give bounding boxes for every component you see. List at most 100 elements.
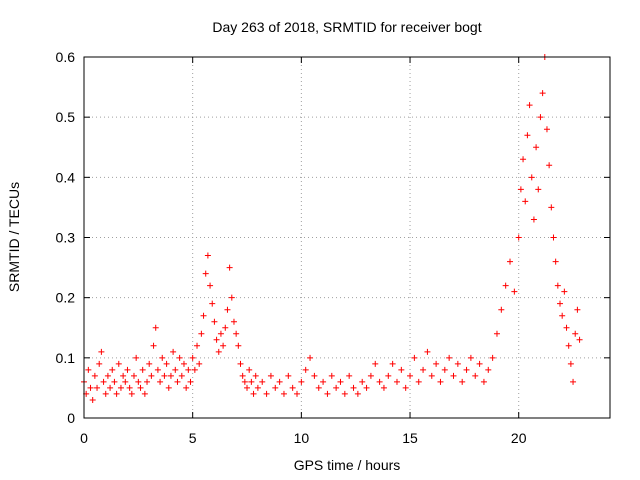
data-point (437, 378, 444, 385)
data-point (402, 384, 409, 391)
data-point (161, 372, 168, 379)
data-point (96, 360, 103, 367)
data-point (415, 378, 422, 385)
data-point (389, 360, 396, 367)
data-point (246, 366, 253, 373)
data-point (196, 360, 203, 367)
data-point (267, 372, 274, 379)
data-point (337, 378, 344, 385)
data-point (185, 366, 192, 373)
data-point (172, 366, 179, 373)
data-point (170, 348, 177, 355)
data-point (320, 378, 327, 385)
data-point (489, 354, 496, 361)
data-point (141, 390, 148, 397)
data-point (543, 126, 550, 133)
data-point (204, 252, 211, 259)
y-tick-label: 0.1 (56, 350, 76, 366)
data-point (85, 366, 92, 373)
data-point (576, 336, 583, 343)
data-point (548, 204, 555, 211)
y-tick-label: 0.2 (56, 290, 76, 306)
data-point (533, 144, 540, 151)
data-point (144, 378, 151, 385)
data-point (209, 300, 216, 307)
data-point (187, 378, 194, 385)
data-point (539, 90, 546, 97)
data-point (459, 378, 466, 385)
data-point (250, 390, 257, 397)
data-point (420, 366, 427, 373)
data-point (385, 372, 392, 379)
data-point (176, 354, 183, 361)
data-point (198, 330, 205, 337)
y-axis-label: SRMTID / TECUs (6, 182, 22, 292)
data-point (498, 306, 505, 313)
data-point (561, 288, 568, 295)
data-point (207, 282, 214, 289)
data-point (104, 372, 111, 379)
data-point (524, 132, 531, 139)
data-point (94, 384, 101, 391)
data-points (81, 54, 583, 403)
y-tick-label: 0.6 (56, 49, 76, 65)
data-point (237, 360, 244, 367)
data-point (530, 216, 537, 223)
data-point (150, 342, 157, 349)
data-point (407, 372, 414, 379)
data-point (450, 372, 457, 379)
data-point (315, 384, 322, 391)
data-point (124, 366, 131, 373)
data-point (472, 372, 479, 379)
x-tick-label: 20 (511, 430, 527, 446)
data-point (259, 378, 266, 385)
data-point (98, 348, 105, 355)
data-point (302, 366, 309, 373)
data-point (559, 312, 566, 319)
data-point (263, 390, 270, 397)
data-point (217, 330, 224, 337)
data-point (493, 330, 500, 337)
data-point (135, 378, 142, 385)
data-point (254, 384, 261, 391)
data-point (139, 366, 146, 373)
data-point (557, 300, 564, 307)
data-point (109, 366, 116, 373)
data-point (91, 372, 98, 379)
data-point (572, 330, 579, 337)
data-point (476, 360, 483, 367)
data-point (280, 390, 287, 397)
y-tick-label: 0.3 (56, 230, 76, 246)
data-point (324, 390, 331, 397)
data-point (567, 360, 574, 367)
data-point (520, 156, 527, 163)
data-point (183, 384, 190, 391)
data-point (311, 372, 318, 379)
data-point (552, 258, 559, 265)
data-point (467, 354, 474, 361)
data-point (122, 378, 129, 385)
data-point (333, 384, 340, 391)
data-point (354, 390, 361, 397)
data-point (167, 372, 174, 379)
data-point (446, 354, 453, 361)
data-point (328, 372, 335, 379)
data-point (157, 378, 164, 385)
data-point (550, 234, 557, 241)
data-point (565, 342, 572, 349)
data-point (180, 360, 187, 367)
data-point (463, 366, 470, 373)
data-point (393, 378, 400, 385)
data-point (574, 306, 581, 313)
data-point (511, 288, 518, 295)
data-point (480, 378, 487, 385)
data-point (244, 384, 251, 391)
data-point (372, 360, 379, 367)
data-point (224, 306, 231, 313)
data-point (239, 372, 246, 379)
data-point (522, 198, 529, 205)
data-point (346, 372, 353, 379)
data-point (228, 294, 235, 301)
